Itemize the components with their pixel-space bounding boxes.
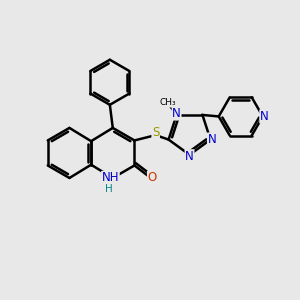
Text: CH₃: CH₃ bbox=[159, 98, 176, 107]
Text: N: N bbox=[208, 133, 216, 146]
Text: NH: NH bbox=[102, 172, 119, 184]
Text: N: N bbox=[172, 107, 181, 120]
Text: H: H bbox=[105, 184, 113, 194]
Text: N: N bbox=[260, 110, 268, 123]
Text: S: S bbox=[152, 126, 159, 139]
Text: N: N bbox=[185, 150, 194, 163]
Text: O: O bbox=[148, 171, 157, 184]
